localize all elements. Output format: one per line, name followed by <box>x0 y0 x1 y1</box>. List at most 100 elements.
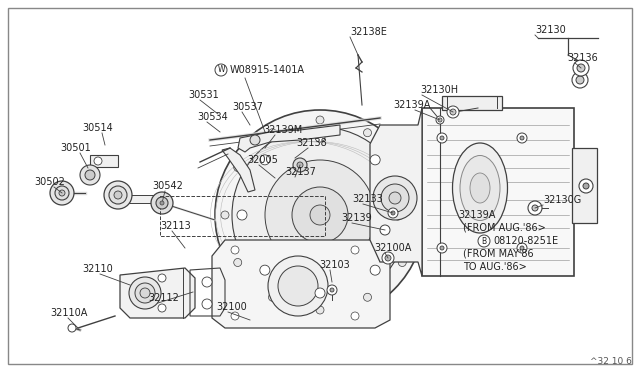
Circle shape <box>393 210 403 220</box>
Circle shape <box>351 312 359 320</box>
Circle shape <box>265 160 375 270</box>
Circle shape <box>158 304 166 312</box>
Circle shape <box>398 259 406 266</box>
Circle shape <box>269 129 276 137</box>
Circle shape <box>450 109 456 115</box>
Text: 32130G: 32130G <box>543 195 581 205</box>
Polygon shape <box>238 125 340 152</box>
Circle shape <box>232 127 408 303</box>
Text: 32110A: 32110A <box>50 308 88 318</box>
Text: ^32 10 6: ^32 10 6 <box>590 357 632 366</box>
Circle shape <box>151 192 173 214</box>
Text: 32112: 32112 <box>148 293 179 303</box>
Text: 32110: 32110 <box>82 264 113 274</box>
Circle shape <box>572 72 588 88</box>
Text: 32136: 32136 <box>567 53 598 63</box>
Circle shape <box>310 205 330 225</box>
Circle shape <box>104 181 132 209</box>
Circle shape <box>202 299 212 309</box>
Polygon shape <box>212 240 390 328</box>
Text: B: B <box>481 237 486 246</box>
Circle shape <box>109 186 127 204</box>
Text: 30542: 30542 <box>152 181 183 191</box>
Circle shape <box>215 110 425 320</box>
Circle shape <box>532 205 538 211</box>
Text: 32138E: 32138E <box>350 27 387 37</box>
Circle shape <box>327 285 337 295</box>
Circle shape <box>316 116 324 124</box>
Circle shape <box>478 235 490 247</box>
Text: 32139: 32139 <box>341 213 372 223</box>
Circle shape <box>292 187 348 243</box>
Circle shape <box>156 197 168 209</box>
Circle shape <box>437 133 447 143</box>
Text: 32113: 32113 <box>160 221 191 231</box>
Circle shape <box>517 133 527 143</box>
Circle shape <box>260 155 270 165</box>
Circle shape <box>234 164 242 171</box>
Circle shape <box>438 118 442 122</box>
Text: 32100A: 32100A <box>374 243 412 253</box>
Circle shape <box>440 246 444 250</box>
Text: 32139M: 32139M <box>263 125 302 135</box>
Circle shape <box>447 106 459 118</box>
Text: W: W <box>217 65 225 74</box>
Circle shape <box>382 252 394 264</box>
Circle shape <box>250 135 260 145</box>
Bar <box>422 108 574 276</box>
Circle shape <box>278 266 318 306</box>
Circle shape <box>364 293 371 301</box>
Text: 30514: 30514 <box>82 123 113 133</box>
Circle shape <box>385 255 391 261</box>
Circle shape <box>380 225 390 235</box>
Ellipse shape <box>452 143 508 233</box>
Text: 30531: 30531 <box>188 90 219 100</box>
Circle shape <box>293 158 307 172</box>
Circle shape <box>436 116 444 124</box>
Circle shape <box>50 181 74 205</box>
Text: 32130: 32130 <box>535 25 566 35</box>
Circle shape <box>391 211 395 215</box>
Bar <box>442 96 502 110</box>
Circle shape <box>528 201 542 215</box>
Circle shape <box>411 211 419 219</box>
Circle shape <box>440 136 444 140</box>
Polygon shape <box>120 268 195 318</box>
Text: TO AUG.'86>: TO AUG.'86> <box>463 262 527 272</box>
Circle shape <box>573 60 589 76</box>
Circle shape <box>160 201 164 205</box>
Circle shape <box>315 288 325 298</box>
Text: 32139A: 32139A <box>458 210 495 220</box>
Text: 32139A: 32139A <box>393 100 430 110</box>
Circle shape <box>94 157 102 165</box>
Circle shape <box>237 210 247 220</box>
Circle shape <box>234 259 242 266</box>
Circle shape <box>520 136 524 140</box>
Circle shape <box>231 246 239 254</box>
Circle shape <box>221 211 229 219</box>
Circle shape <box>68 324 76 332</box>
Polygon shape <box>370 108 422 276</box>
Circle shape <box>351 246 359 254</box>
Circle shape <box>202 277 212 287</box>
Circle shape <box>370 265 380 275</box>
Circle shape <box>114 191 122 199</box>
Circle shape <box>135 283 155 303</box>
Text: W08915-1401A: W08915-1401A <box>230 65 305 75</box>
Circle shape <box>364 129 371 137</box>
Text: 30534: 30534 <box>197 112 228 122</box>
Circle shape <box>579 179 593 193</box>
Circle shape <box>129 277 161 309</box>
Circle shape <box>316 306 324 314</box>
Circle shape <box>231 312 239 320</box>
Circle shape <box>80 165 100 185</box>
Circle shape <box>381 184 409 212</box>
Circle shape <box>373 176 417 220</box>
Circle shape <box>520 246 524 250</box>
Circle shape <box>158 274 166 282</box>
Text: 32103: 32103 <box>319 260 349 270</box>
Ellipse shape <box>470 173 490 203</box>
Text: 32138: 32138 <box>296 138 327 148</box>
Circle shape <box>269 293 276 301</box>
Polygon shape <box>222 148 255 192</box>
